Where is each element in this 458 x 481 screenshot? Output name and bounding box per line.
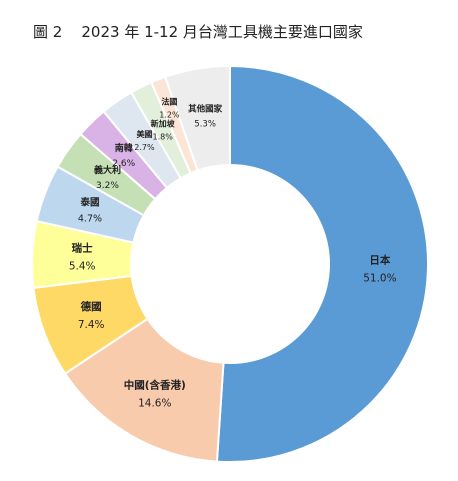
slice-label: 日本 xyxy=(369,254,390,267)
slice-label: 義大利 xyxy=(94,164,121,176)
slice-label: 德國 xyxy=(80,300,102,313)
slice-label: 中國(含香港) xyxy=(124,378,186,391)
slice-label: 泰國 xyxy=(79,197,99,209)
slice-label: 其他國家 xyxy=(188,104,223,115)
donut-labels: 日本 51.0% 中國(含香港) 14.6% 德國 7.4% 瑞士 5.4% 泰國 4.7% 義大利… xyxy=(69,97,397,410)
slice-中國(含香港) xyxy=(63,317,225,463)
slice-value-label: 2.6% xyxy=(112,159,135,169)
slice-value-label: 7.4% xyxy=(78,319,105,331)
slice-label: 法國 xyxy=(161,97,177,107)
slice-value-label: 5.3% xyxy=(194,120,216,130)
slice-value-label: 2.7% xyxy=(134,143,155,152)
donut-slices xyxy=(31,64,430,463)
slice-其他國家 xyxy=(163,64,231,172)
slice-value-label: 5.4% xyxy=(69,260,96,272)
slice-value-label: 4.7% xyxy=(78,214,102,225)
slice-value-label: 3.2% xyxy=(96,181,119,191)
slice-label: 瑞士 xyxy=(72,241,93,254)
slice-value-label: 51.0% xyxy=(363,273,396,285)
slice-label: 美國 xyxy=(136,129,152,139)
slice-value-label: 14.6% xyxy=(138,397,171,409)
slice-label: 新加坡 xyxy=(151,118,176,128)
slice-value-label: 1.2% xyxy=(159,111,180,120)
slice-label: 南韓 xyxy=(115,142,133,154)
slice-value-label: 1.8% xyxy=(153,132,174,141)
chart-title: 圖 2 2023 年 1-12 月台灣工具機主要進口國家 xyxy=(33,23,363,41)
slice-日本 xyxy=(215,64,430,463)
